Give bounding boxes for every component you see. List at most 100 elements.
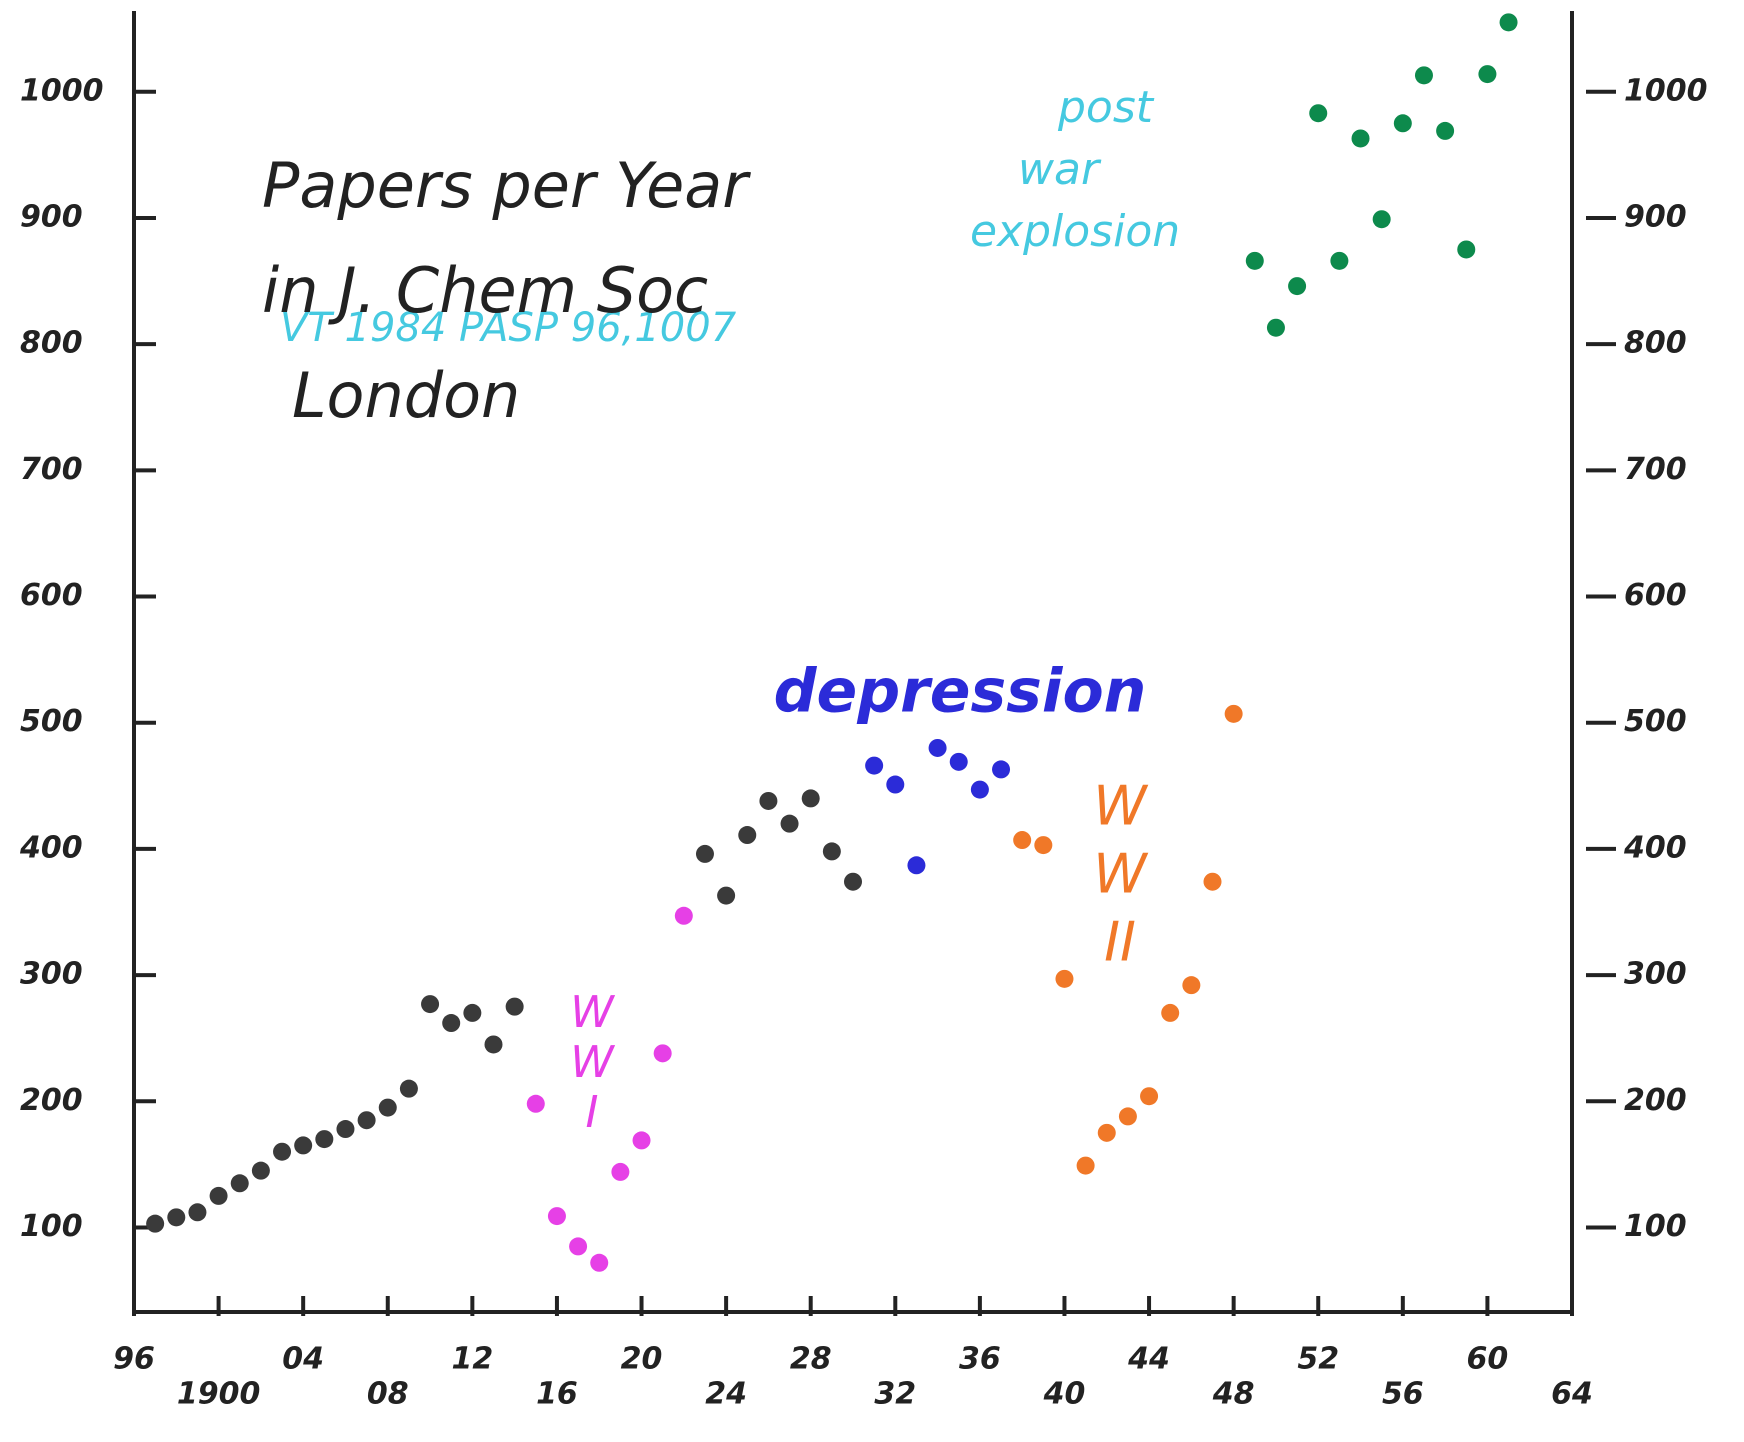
point: [1182, 976, 1201, 995]
chart-title: Papers per Year: [262, 149, 751, 222]
y2-tick-label: 600: [1624, 578, 1687, 613]
annotation: W: [1093, 843, 1149, 906]
point: [992, 760, 1011, 779]
point: [1393, 114, 1412, 133]
point: [1224, 704, 1243, 723]
y2-tick-label: 500: [1624, 704, 1687, 739]
y-tick-label: 1000: [20, 73, 104, 108]
point: [357, 1111, 376, 1130]
x-tick-label: 1900: [177, 1377, 261, 1412]
point: [738, 826, 757, 845]
point: [611, 1162, 630, 1181]
x-tick-label: 52: [1297, 1342, 1339, 1377]
point: [928, 738, 947, 757]
point: [1097, 1123, 1116, 1142]
point: [378, 1098, 397, 1117]
x-tick-label: 04: [282, 1342, 324, 1377]
point: [230, 1174, 249, 1193]
annotation: war: [1018, 144, 1102, 195]
point: [780, 814, 799, 833]
point: [421, 995, 440, 1014]
point: [1034, 836, 1053, 855]
point: [970, 780, 989, 799]
y2-tick-label: 1000: [1624, 73, 1708, 108]
x-tick-label: 64: [1551, 1377, 1593, 1412]
point: [569, 1237, 588, 1256]
point: [653, 1044, 672, 1063]
point: [590, 1253, 609, 1272]
y-tick-label: 100: [20, 1209, 83, 1244]
point: [674, 906, 693, 925]
y-tick-label: 800: [20, 326, 83, 361]
point: [717, 886, 736, 905]
point: [442, 1014, 461, 1033]
point: [1288, 277, 1307, 296]
point: [886, 775, 905, 794]
y-tick-label: 400: [19, 830, 83, 865]
chart-title: in J. Chem Soc: [262, 254, 708, 327]
point: [547, 1207, 566, 1226]
point: [632, 1131, 651, 1150]
x-tick-label: 28: [790, 1342, 832, 1377]
point: [273, 1142, 292, 1161]
point: [695, 844, 714, 863]
x-tick-label: 16: [536, 1377, 578, 1412]
y-tick-label: 500: [20, 704, 83, 739]
point: [1372, 210, 1391, 229]
point: [336, 1120, 355, 1139]
y-tick-label: 700: [20, 452, 83, 487]
x-tick-label: 60: [1467, 1342, 1509, 1377]
point: [1140, 1087, 1159, 1106]
point: [167, 1208, 186, 1227]
y2-tick-label: 900: [1624, 199, 1687, 234]
point: [1499, 13, 1518, 32]
point: [822, 842, 841, 861]
y-tick-label: 200: [20, 1083, 83, 1118]
point: [949, 752, 968, 771]
point: [294, 1136, 313, 1155]
point: [526, 1094, 545, 1113]
point: [1161, 1003, 1180, 1022]
point: [1055, 969, 1074, 988]
x-tick-label: 12: [451, 1342, 493, 1377]
annotation: II: [1104, 911, 1136, 974]
point: [1245, 251, 1264, 270]
point: [801, 789, 820, 808]
y-tick-label: 300: [20, 957, 83, 992]
point: [146, 1214, 165, 1233]
y-tick-label: 600: [20, 578, 83, 613]
point: [1203, 872, 1222, 891]
x-tick-label: 36: [959, 1342, 1001, 1377]
x-tick-label: 20: [621, 1342, 663, 1377]
point: [1351, 129, 1370, 148]
annotation: explosion: [970, 206, 1180, 257]
x-tick-label: 32: [874, 1377, 916, 1412]
point: [907, 856, 926, 875]
point: [865, 756, 884, 775]
point: [1309, 104, 1328, 123]
point: [1013, 831, 1032, 850]
y2-tick-label: 100: [1624, 1209, 1687, 1244]
point: [1118, 1107, 1137, 1126]
point: [1266, 318, 1285, 337]
y2-tick-label: 700: [1624, 452, 1687, 487]
annotation: W: [1093, 775, 1149, 838]
y-tick-label: 900: [20, 199, 83, 234]
annotation: I: [586, 1087, 599, 1138]
annotation: W: [570, 987, 615, 1038]
point: [188, 1203, 207, 1222]
y2-tick-label: 300: [1624, 957, 1687, 992]
point: [315, 1130, 334, 1149]
y2-tick-label: 200: [1624, 1083, 1687, 1118]
chart-title: London: [292, 359, 520, 432]
x-tick-label: 48: [1212, 1377, 1255, 1412]
annotation: post: [1057, 82, 1155, 133]
point: [1436, 121, 1455, 140]
point: [1076, 1156, 1095, 1175]
chart-subtitle: VT 1984 PASP 96,1007: [280, 305, 737, 351]
point: [484, 1035, 503, 1054]
x-tick-label: 56: [1382, 1377, 1424, 1412]
point: [1457, 240, 1476, 259]
